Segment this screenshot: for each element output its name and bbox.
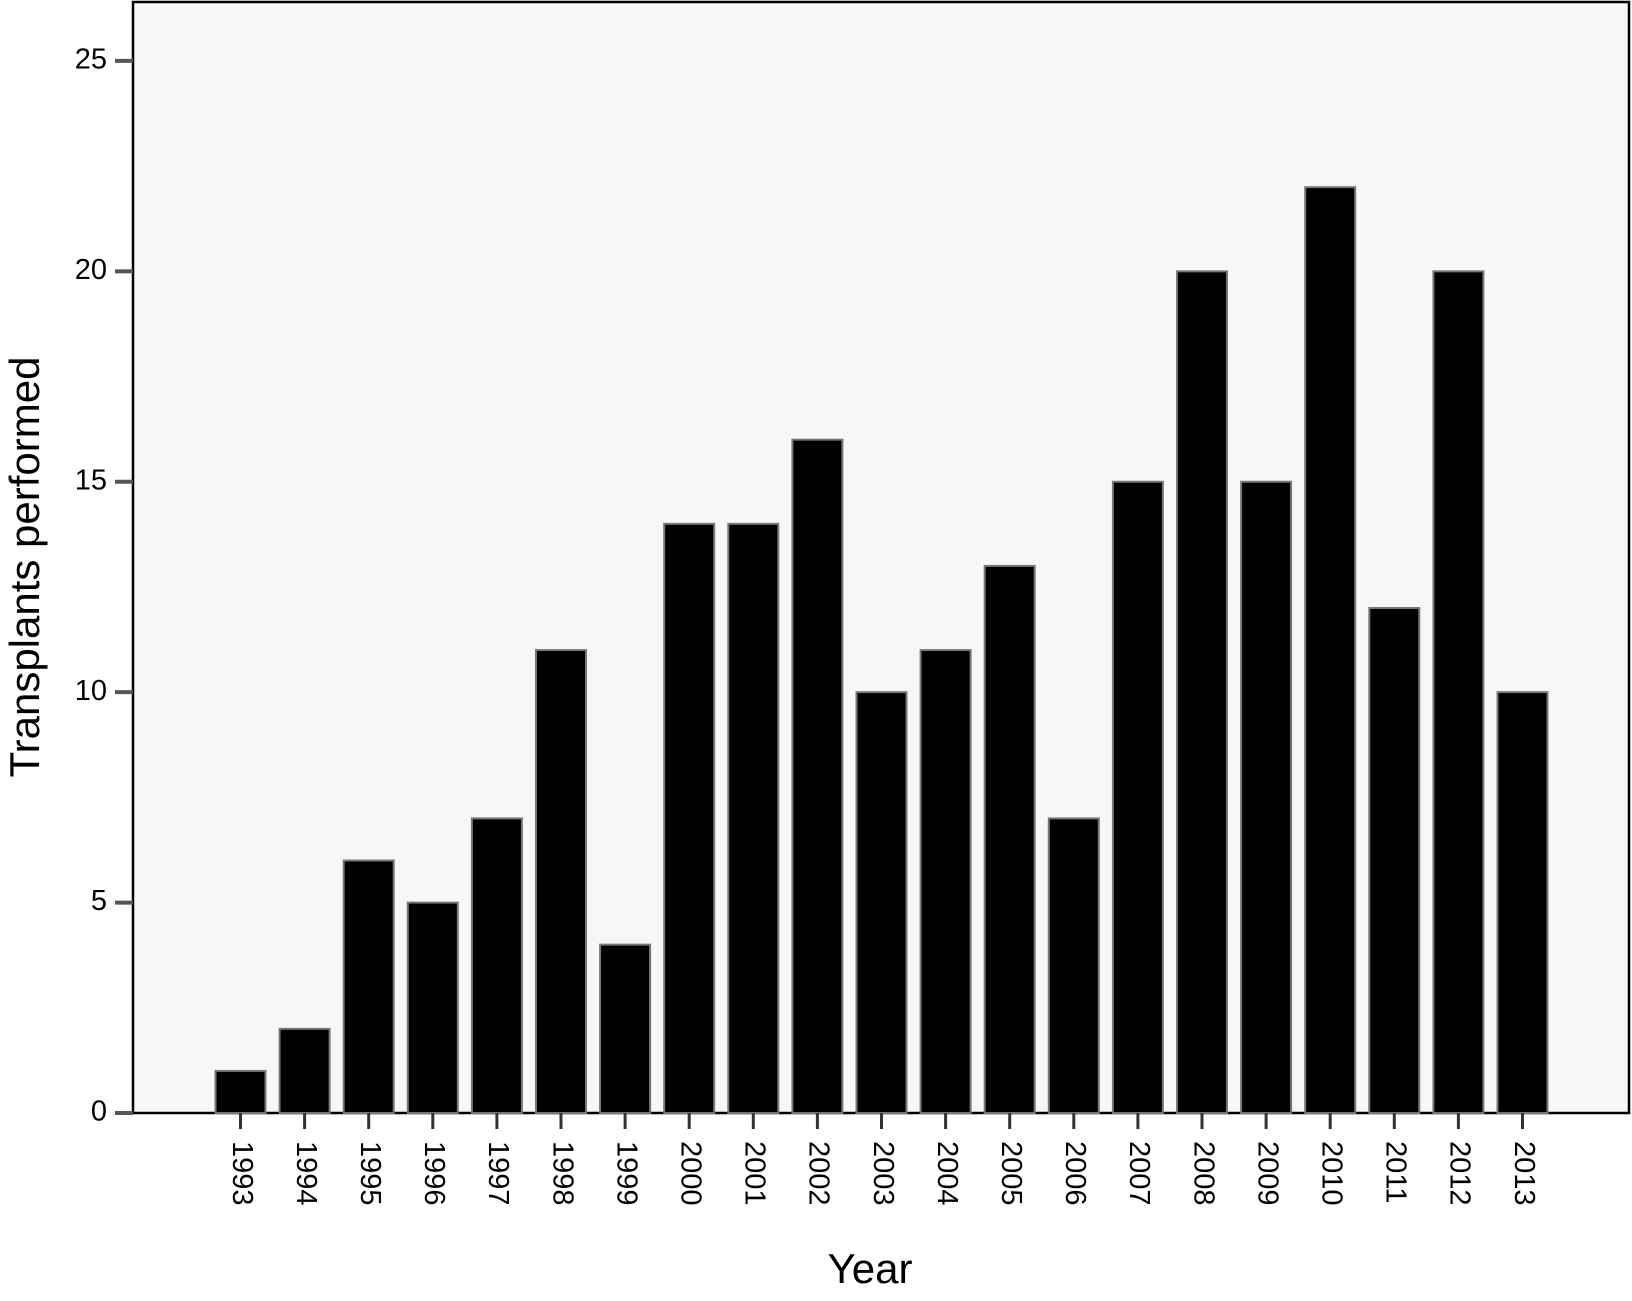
bar: [983, 564, 1036, 1114]
bar: [855, 691, 908, 1115]
x-tick-label: 2011: [1380, 1141, 1412, 1203]
y-tick-label: 20: [75, 254, 107, 286]
x-tick-label: 2008: [1187, 1141, 1219, 1206]
bar: [919, 649, 972, 1114]
bar: [663, 522, 716, 1114]
x-tick-label: 1994: [290, 1141, 322, 1206]
y-tick-label: 5: [91, 885, 107, 917]
bar: [470, 817, 523, 1115]
y-tick-label: 25: [75, 44, 107, 76]
x-tick-label: 1996: [418, 1141, 450, 1206]
x-tick-label: 1998: [546, 1141, 578, 1206]
y-tick-label: 0: [91, 1096, 107, 1128]
bar: [342, 859, 395, 1114]
x-tick-label: 1999: [610, 1141, 642, 1206]
x-tick-label: 2001: [739, 1141, 771, 1206]
bar: [1496, 691, 1549, 1115]
bar: [278, 1027, 331, 1115]
bar: [535, 649, 587, 1114]
bar: [214, 1069, 267, 1114]
x-axis-title: Year: [828, 1245, 913, 1292]
x-tick-label: 2010: [1316, 1141, 1348, 1206]
bar: [1240, 480, 1293, 1114]
y-tick-label: 10: [75, 675, 107, 707]
x-tick-label: 2005: [995, 1141, 1027, 1206]
x-tick-label: 2004: [931, 1141, 963, 1206]
x-tick-label: 1993: [226, 1141, 258, 1206]
x-tick-label: 2013: [1508, 1141, 1540, 1206]
y-tick-label: 15: [75, 464, 107, 496]
bar: [406, 901, 459, 1114]
x-tick-label: 2006: [1059, 1141, 1091, 1206]
x-tick-label: 2000: [675, 1141, 707, 1206]
x-tick-label: 1995: [354, 1141, 386, 1206]
bar: [1047, 817, 1100, 1115]
x-tick-label: 2003: [867, 1141, 899, 1206]
bar: [1304, 186, 1357, 1114]
y-axis-title: Transplants performed: [1, 357, 48, 778]
bar: [1176, 270, 1228, 1115]
x-tick-label: 2012: [1444, 1141, 1476, 1206]
bar: [1368, 607, 1421, 1114]
bar: [791, 438, 844, 1114]
x-tick-label: 2002: [803, 1141, 835, 1206]
x-tick-label: 1997: [482, 1141, 514, 1206]
bar: [727, 522, 780, 1114]
bar: [599, 943, 652, 1115]
x-tick-label: 2007: [1123, 1141, 1155, 1206]
bar: [1111, 480, 1164, 1114]
bar: [1432, 270, 1485, 1115]
x-tick-label: 2009: [1251, 1141, 1283, 1206]
